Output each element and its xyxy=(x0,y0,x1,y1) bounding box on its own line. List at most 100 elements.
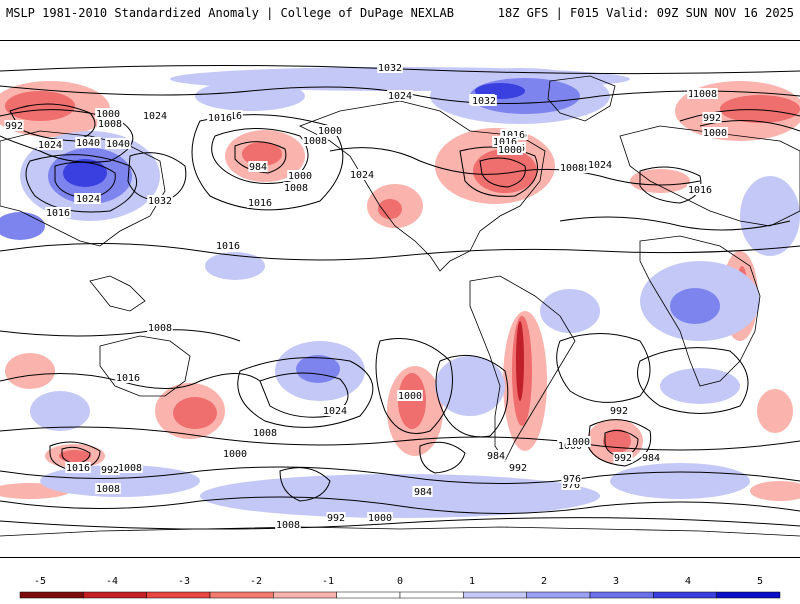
isobar xyxy=(0,517,800,530)
isobar-label-background xyxy=(275,519,301,530)
colorbar-swatch xyxy=(589,591,654,599)
isobar xyxy=(0,109,134,163)
isobar-label: 992 xyxy=(5,121,23,132)
isobar-label-background xyxy=(508,462,528,473)
isobar-label: 984 xyxy=(642,453,660,464)
isobar-label: 1000 xyxy=(223,449,247,460)
isobar-label-background xyxy=(247,197,273,208)
colorbar-swatch xyxy=(19,591,84,599)
isobar-label-background xyxy=(562,473,582,484)
colorbar-tick-label: 2 xyxy=(541,576,547,587)
isobar-label: 1000 xyxy=(318,126,342,137)
isobar-label-background xyxy=(609,405,629,416)
isobar-label: 976 xyxy=(562,480,580,491)
isobar-label-background xyxy=(95,483,121,494)
isobar-label-background xyxy=(702,112,722,123)
isobar-label-background xyxy=(397,390,423,401)
isobar-label: 1032 xyxy=(378,63,402,74)
isobar xyxy=(0,426,800,451)
anomaly-area xyxy=(740,176,800,256)
colorbar-tick-label: -3 xyxy=(178,576,190,587)
isobar-label-background xyxy=(413,486,433,497)
world-map: 1032102410321008100010241040100810169921… xyxy=(0,40,800,558)
isobar-label: 992 xyxy=(327,513,345,524)
model-valid-time: 18Z GFS | F015 Valid: 09Z SUN NOV 16 202… xyxy=(497,6,794,20)
isobar-label-background xyxy=(95,108,121,119)
isobar-label: 1024 xyxy=(76,194,100,205)
isobar-label: 1016 xyxy=(501,130,525,141)
anomaly-area xyxy=(435,356,505,416)
isobar-label-background xyxy=(613,452,633,463)
isobar-label-background xyxy=(45,207,71,218)
eurasia-outline xyxy=(0,130,166,247)
isobar-label: 1008 xyxy=(276,520,300,531)
isobar xyxy=(0,243,800,261)
colorbar-tick-label: 4 xyxy=(685,576,691,587)
isobar xyxy=(375,338,453,434)
isobar-label: 1024 xyxy=(388,91,412,102)
antarctica-outline xyxy=(0,526,800,537)
isobar-label: 1000 xyxy=(498,145,522,156)
isobar-label: 984 xyxy=(249,162,267,173)
isobar xyxy=(25,154,138,213)
isobar-label: 1000 xyxy=(566,437,590,448)
isobar-label-background xyxy=(387,90,413,101)
isobar-label-background xyxy=(641,452,661,463)
isobar-label-background xyxy=(97,118,123,129)
colorbar-swatch xyxy=(336,591,401,599)
isobar-label-background xyxy=(37,139,63,150)
isobar-label-background xyxy=(687,184,713,195)
isobar-label: 1016 xyxy=(688,185,712,196)
isobar-label: 1016 xyxy=(66,463,90,474)
isobar-label: 992 xyxy=(703,113,721,124)
isobar-label-background xyxy=(65,462,91,473)
isobar-label: 1016 xyxy=(248,198,272,209)
colorbar-tick-label: -5 xyxy=(34,576,46,587)
anomaly-area xyxy=(30,391,90,431)
isobar xyxy=(329,147,701,186)
isobar xyxy=(0,466,800,484)
isobar-label: 1000 xyxy=(96,109,120,120)
colorbar-swatch xyxy=(399,591,464,599)
colorbar-tick-label: 0 xyxy=(397,576,403,587)
isobar-label-background xyxy=(367,512,393,523)
isobar-label: 1032 xyxy=(472,96,496,107)
isobar-label-background xyxy=(500,129,526,140)
anomaly-area xyxy=(750,481,800,501)
positive-anomaly-shading xyxy=(0,67,800,518)
isobar-label-background xyxy=(702,127,728,138)
isobar-label-background xyxy=(587,159,613,170)
isobar-label-background xyxy=(497,144,523,155)
isobar-label-background xyxy=(248,161,268,172)
chart-header: MSLP 1981-2010 Standardized Anomaly | Co… xyxy=(0,0,800,40)
isobar xyxy=(679,109,800,122)
isobar-label-background xyxy=(492,136,518,147)
isobar xyxy=(9,103,96,142)
isobar-label: 1008 xyxy=(560,163,584,174)
isobar xyxy=(0,373,261,389)
isobar xyxy=(479,157,526,188)
north-america-outline xyxy=(299,100,546,272)
colorbar-swatch xyxy=(83,591,147,599)
isobar-label-background xyxy=(75,193,101,204)
isobar-label: 1016 xyxy=(216,241,240,252)
anomaly-area xyxy=(5,91,75,121)
isobar-label-background xyxy=(377,62,403,73)
isobar xyxy=(435,354,509,438)
isobar-label: 1024 xyxy=(588,160,612,171)
isobar xyxy=(49,441,101,472)
colorbar-tick-label: 1 xyxy=(469,576,475,587)
isobar xyxy=(0,329,241,342)
colorbar: -5 -4 -3 -2 -1 0 1 2 3 4 5 xyxy=(0,560,800,600)
anomaly-area xyxy=(757,389,793,433)
isobar-label: 1000 xyxy=(368,513,392,524)
anomaly-area xyxy=(173,397,217,429)
south-america-outline xyxy=(469,275,576,462)
colorbar-swatch xyxy=(716,591,781,599)
isobar-label-background xyxy=(283,182,309,193)
isobar-label: 1008 xyxy=(253,428,277,439)
colorbar-swatch xyxy=(273,591,337,599)
isobar xyxy=(556,333,651,403)
isobar-label-background xyxy=(142,110,168,121)
anomaly-area xyxy=(200,474,600,518)
